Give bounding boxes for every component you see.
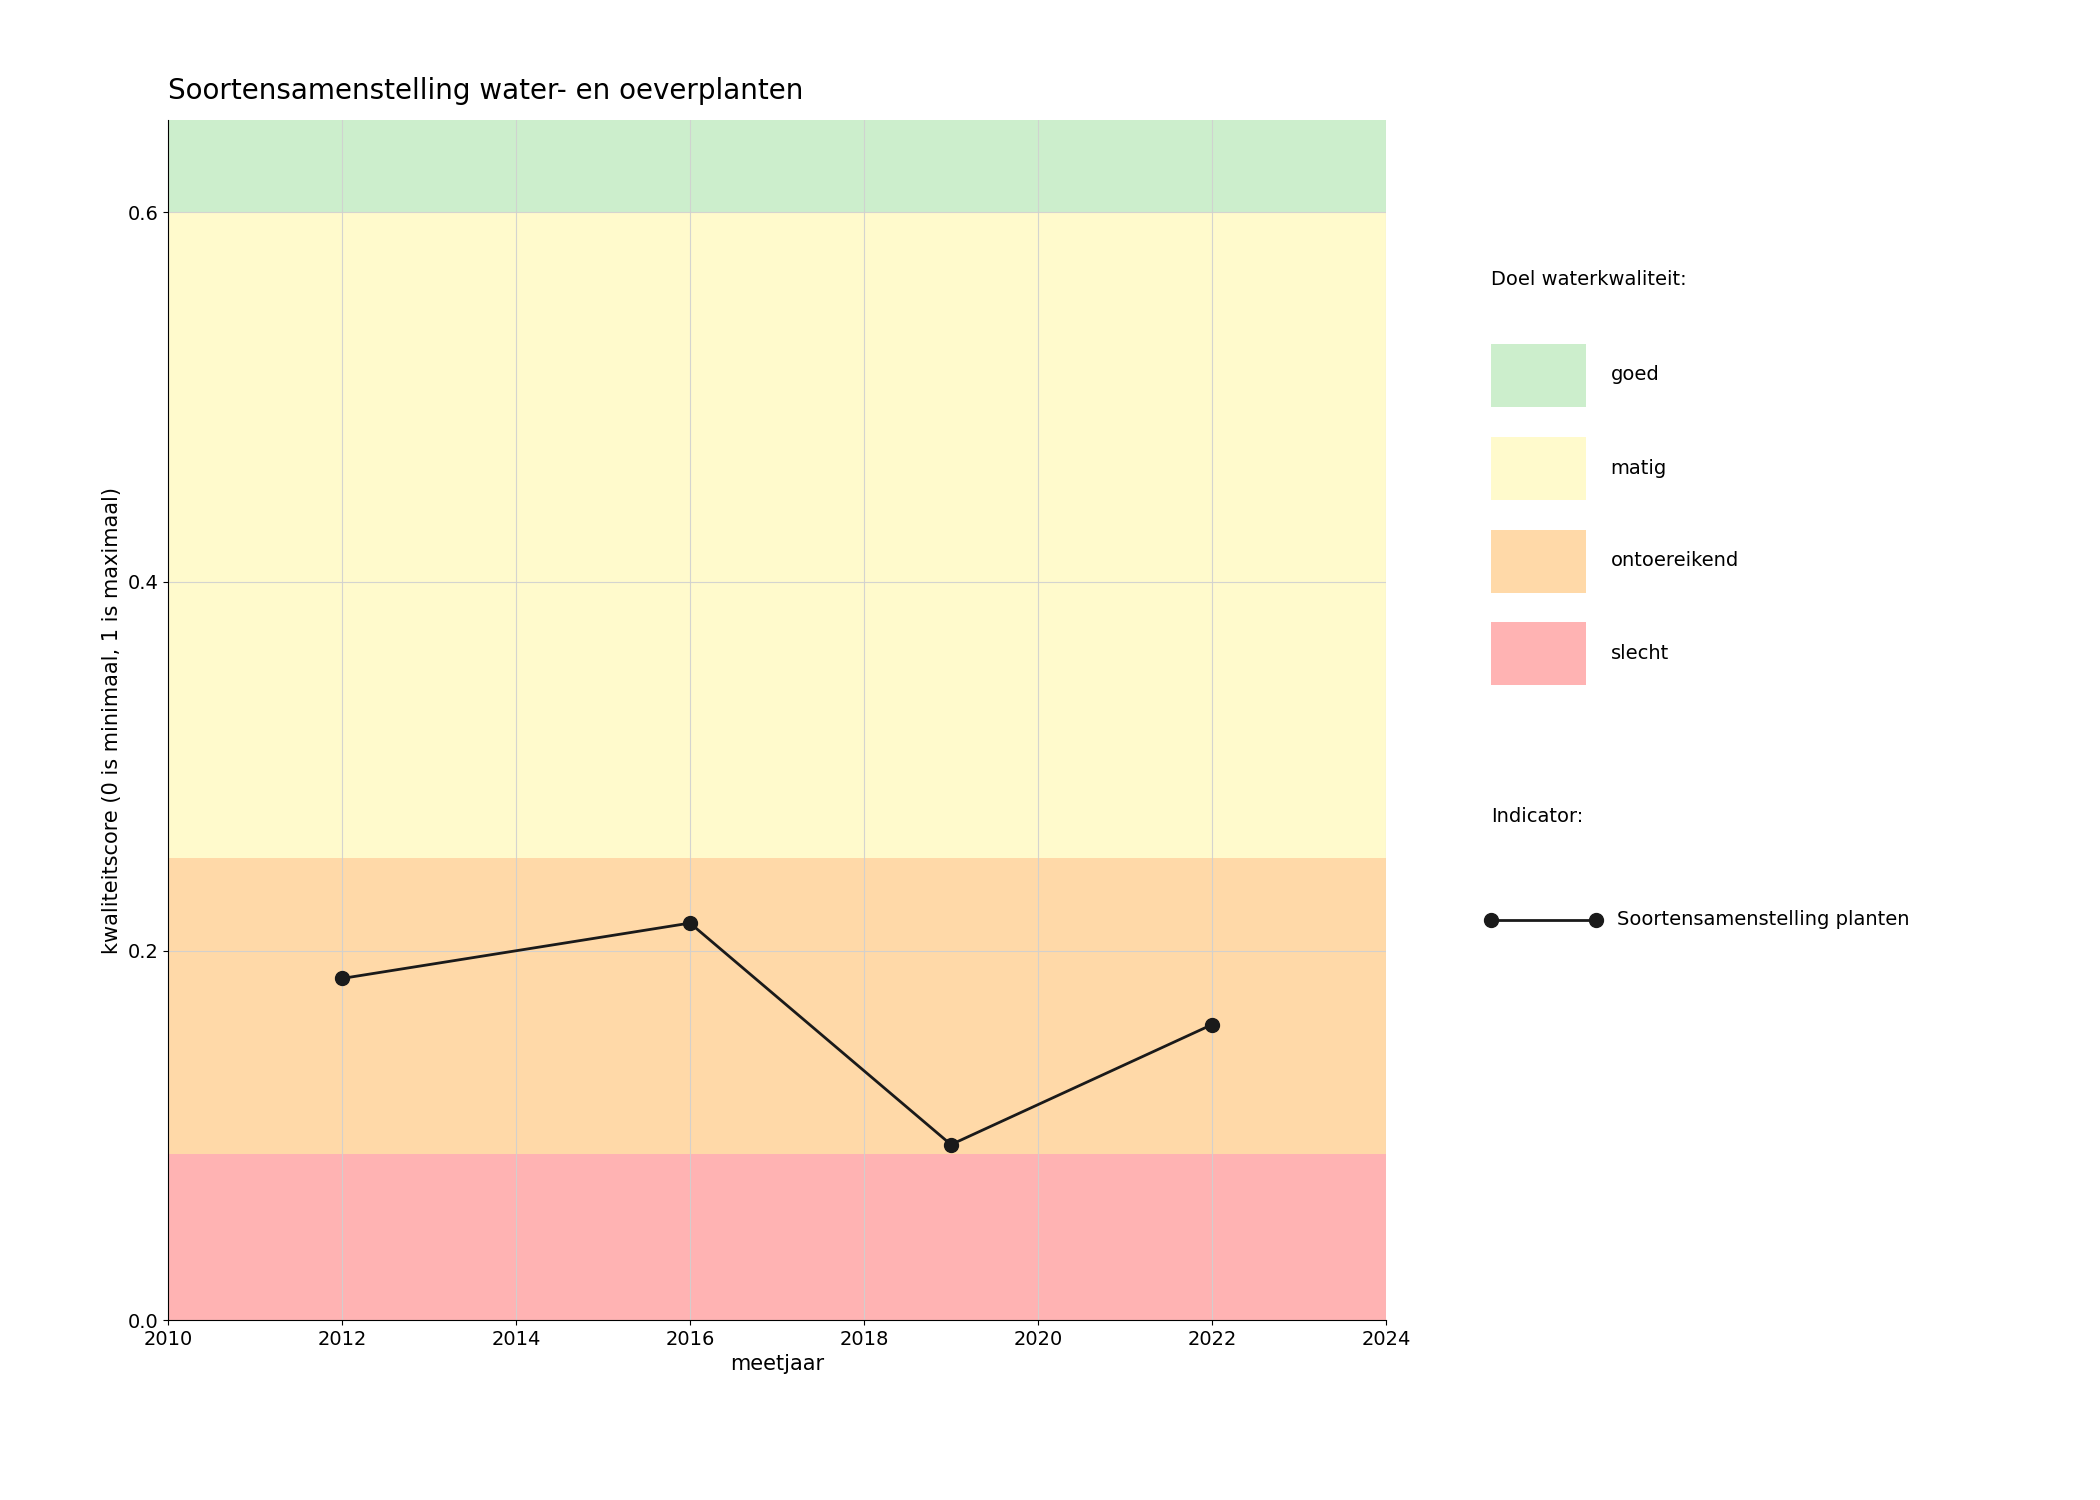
Bar xyxy=(168,1154,1386,1320)
Text: Soortensamenstelling planten: Soortensamenstelling planten xyxy=(1617,910,1909,928)
Text: slecht: slecht xyxy=(1611,645,1670,663)
Text: ontoereikend: ontoereikend xyxy=(1611,552,1739,570)
Text: Doel waterkwaliteit:: Doel waterkwaliteit: xyxy=(1491,270,1686,290)
Bar xyxy=(168,213,1386,858)
Text: goed: goed xyxy=(1611,366,1659,384)
Text: Indicator:: Indicator: xyxy=(1491,807,1583,826)
Bar xyxy=(168,0,1386,213)
X-axis label: meetjaar: meetjaar xyxy=(731,1354,823,1374)
Text: Soortensamenstelling water- en oeverplanten: Soortensamenstelling water- en oeverplan… xyxy=(168,76,804,105)
Y-axis label: kwaliteitscore (0 is minimaal, 1 is maximaal): kwaliteitscore (0 is minimaal, 1 is maxi… xyxy=(101,486,122,954)
Text: matig: matig xyxy=(1611,459,1667,477)
Bar xyxy=(168,858,1386,1154)
